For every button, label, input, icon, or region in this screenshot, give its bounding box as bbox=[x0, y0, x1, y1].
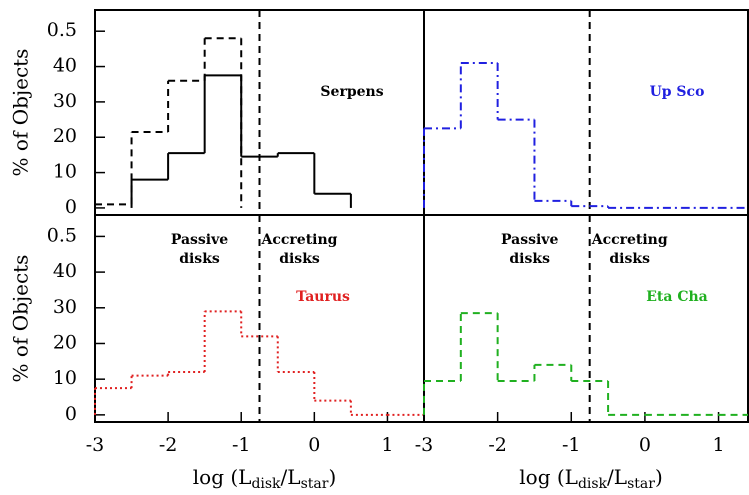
x-tick-label: -3 bbox=[415, 434, 434, 456]
annotation: Accreting bbox=[591, 232, 668, 248]
y-tick-label: 0 bbox=[65, 196, 77, 218]
y-tick-label: 30 bbox=[53, 296, 77, 318]
annotation: disks bbox=[179, 251, 220, 267]
x-axis-label: log (Ldisk/Lstar) bbox=[193, 465, 337, 493]
x-axis-label-part: star bbox=[301, 476, 329, 492]
panel-frame bbox=[423, 9, 749, 216]
y-tick-label: 20 bbox=[53, 125, 77, 147]
annotation: Accreting bbox=[261, 232, 338, 248]
series-label: Serpens bbox=[320, 84, 383, 100]
annotation: disks bbox=[609, 251, 650, 267]
annotation: disks bbox=[279, 251, 320, 267]
x-tick-label: 0 bbox=[639, 434, 651, 456]
x-axis-label-part: disk bbox=[578, 476, 608, 492]
y-tick-label: 10 bbox=[53, 161, 77, 183]
x-tick-label: -3 bbox=[86, 434, 105, 456]
panel-frame bbox=[423, 214, 749, 423]
x-tick-label: -1 bbox=[562, 434, 581, 456]
panel-frame bbox=[94, 214, 425, 423]
x-axis-label-part: disk bbox=[251, 476, 281, 492]
x-tick-label: -1 bbox=[232, 434, 251, 456]
annotation: disks bbox=[509, 251, 550, 267]
y-tick-label: 0.5 bbox=[47, 224, 77, 246]
x-axis-label-part: ) bbox=[655, 465, 663, 489]
series-label: Up Sco bbox=[650, 84, 705, 100]
x-axis-label-part: /L bbox=[607, 465, 627, 489]
annotation: Passive bbox=[171, 232, 228, 248]
x-tick-label: 0 bbox=[308, 434, 320, 456]
x-axis-label-part: star bbox=[627, 476, 655, 492]
x-axis-label: log (Ldisk/Lstar) bbox=[519, 465, 663, 493]
x-axis-label-part: /L bbox=[281, 465, 301, 489]
x-tick-label: 1 bbox=[381, 434, 393, 456]
y-tick-label: 40 bbox=[53, 55, 77, 77]
y-tick-label: 30 bbox=[53, 90, 77, 112]
x-tick-label: 1 bbox=[712, 434, 724, 456]
x-axis-label-part: ) bbox=[328, 465, 336, 489]
x-axis-label-part: log (L bbox=[193, 465, 252, 489]
y-tick-label: 10 bbox=[53, 367, 77, 389]
x-tick-label: -2 bbox=[488, 434, 507, 456]
series-label: Taurus bbox=[296, 289, 350, 305]
x-axis-label-part: log (L bbox=[519, 465, 578, 489]
y-axis-label: % of Objects bbox=[9, 255, 33, 383]
y-tick-label: 20 bbox=[53, 331, 77, 353]
annotation: Passive bbox=[501, 232, 558, 248]
y-tick-label: 0.5 bbox=[47, 19, 77, 41]
series-label: Eta Cha bbox=[646, 289, 707, 305]
y-tick-label: 40 bbox=[53, 260, 77, 282]
x-tick-label: -2 bbox=[159, 434, 178, 456]
y-tick-label: 0 bbox=[65, 403, 77, 425]
y-axis-label: % of Objects bbox=[9, 49, 33, 177]
